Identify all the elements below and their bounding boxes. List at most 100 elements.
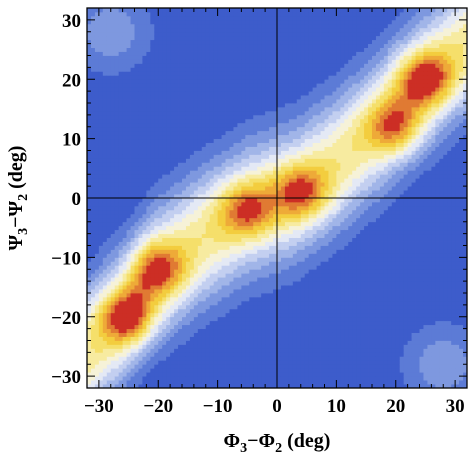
contour-cell xyxy=(197,162,203,167)
contour-cell xyxy=(185,281,191,286)
contour-cell xyxy=(265,178,270,183)
contour-cell xyxy=(182,47,187,52)
contour-cell xyxy=(90,118,96,124)
contour-cell xyxy=(150,15,155,21)
contour-cell xyxy=(114,19,120,25)
contour-cell xyxy=(201,11,207,17)
contour-cell xyxy=(193,384,199,388)
contour-cell xyxy=(280,205,286,211)
contour-cell xyxy=(158,201,163,207)
contour-cell xyxy=(166,91,171,96)
contour-cell xyxy=(182,356,187,361)
contour-cell xyxy=(138,213,143,219)
contour-cell xyxy=(162,95,167,100)
contour-cell xyxy=(166,118,171,124)
contour-cell xyxy=(269,186,274,191)
contour-cell xyxy=(193,170,199,175)
contour-cell xyxy=(189,103,195,108)
contour-cell xyxy=(217,296,222,302)
contour-cell xyxy=(126,213,131,219)
contour-cell xyxy=(193,142,199,147)
contour-cell xyxy=(166,201,171,207)
contour-cell xyxy=(273,198,278,203)
contour-cell xyxy=(102,320,108,326)
contour-cell xyxy=(170,217,175,223)
contour-cell xyxy=(209,79,215,84)
contour-cell xyxy=(229,352,234,357)
contour-cell xyxy=(158,209,163,215)
contour-cell xyxy=(229,368,234,373)
contour-cell xyxy=(158,55,163,60)
contour-cell xyxy=(193,352,199,357)
contour-cell xyxy=(277,273,282,278)
contour-cell xyxy=(265,194,270,199)
contour-cell xyxy=(280,23,286,29)
contour-cell xyxy=(233,265,238,270)
contour-cell xyxy=(288,23,294,29)
contour-cell xyxy=(209,71,215,76)
contour-cell xyxy=(229,308,234,314)
contour-cell xyxy=(138,304,143,310)
contour-cell xyxy=(193,83,199,88)
contour-cell xyxy=(205,241,211,246)
contour-cell xyxy=(166,289,171,294)
contour-cell xyxy=(90,59,96,64)
contour-cell xyxy=(102,380,108,385)
contour-cell xyxy=(110,174,116,179)
contour-cell xyxy=(182,296,187,302)
contour-cell xyxy=(150,23,155,29)
contour-cell xyxy=(90,43,96,48)
contour-cell xyxy=(284,154,290,159)
contour-cell xyxy=(146,253,151,258)
contour-cell xyxy=(102,348,108,353)
contour-cell xyxy=(150,344,155,349)
contour-cell xyxy=(142,233,147,238)
contour-cell xyxy=(162,118,167,124)
contour-cell xyxy=(122,87,127,92)
contour-cell xyxy=(166,55,171,60)
contour-cell xyxy=(265,91,270,96)
contour-cell xyxy=(221,336,226,341)
contour-cell xyxy=(229,83,234,88)
contour-cell xyxy=(170,15,175,21)
contour-cell xyxy=(90,75,96,80)
contour-cell xyxy=(288,324,294,330)
contour-cell xyxy=(280,300,286,306)
contour-cell xyxy=(280,67,286,72)
contour-cell xyxy=(277,55,282,60)
contour-cell xyxy=(193,237,199,242)
contour-cell xyxy=(261,380,266,385)
contour-cell xyxy=(174,277,179,282)
contour-cell xyxy=(178,186,183,191)
contour-cell xyxy=(261,300,266,306)
contour-cell xyxy=(142,324,147,330)
contour-cell xyxy=(94,11,100,17)
contour-cell xyxy=(146,356,151,361)
contour-cell xyxy=(265,277,270,282)
contour-cell xyxy=(277,186,282,191)
contour-cell xyxy=(261,71,266,76)
contour-cell xyxy=(225,122,230,128)
contour-cell xyxy=(150,63,155,68)
contour-cell xyxy=(146,289,151,294)
contour-cell xyxy=(193,293,199,298)
contour-cell xyxy=(265,182,270,187)
contour-cell xyxy=(114,134,120,140)
contour-cell xyxy=(98,201,104,207)
contour-cell xyxy=(257,237,262,242)
contour-cell xyxy=(273,174,278,179)
contour-cell xyxy=(150,19,155,25)
contour-cell xyxy=(245,15,250,21)
contour-cell xyxy=(189,31,195,37)
contour-cell xyxy=(229,245,234,250)
contour-cell xyxy=(118,281,124,286)
contour-cell xyxy=(237,55,242,60)
contour-cell xyxy=(130,229,135,235)
contour-cell xyxy=(122,221,127,227)
contour-cell xyxy=(269,380,274,385)
contour-cell xyxy=(87,304,92,310)
contour-cell xyxy=(225,253,230,258)
contour-cell xyxy=(217,281,222,286)
contour-cell xyxy=(193,265,199,270)
contour-cell xyxy=(253,11,258,17)
